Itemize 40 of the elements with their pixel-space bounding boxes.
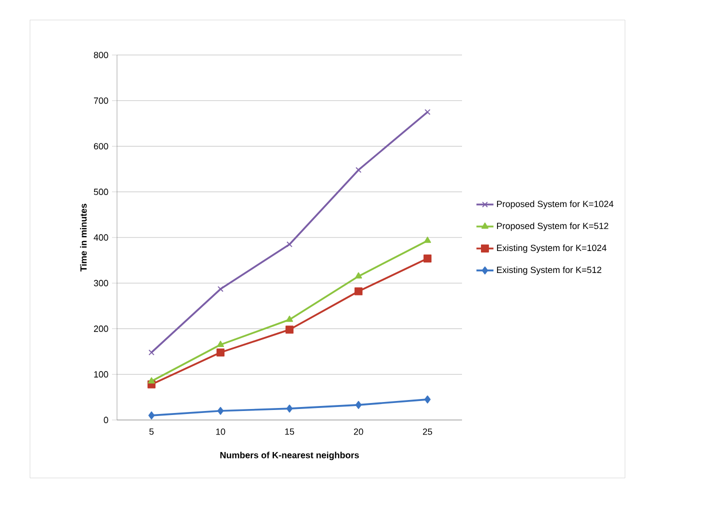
x-axis-title: Numbers of K-nearest neighbors bbox=[220, 452, 359, 460]
point bbox=[216, 340, 224, 347]
x-tick-label: 25 bbox=[422, 428, 432, 435]
y-tick-label: 200 bbox=[94, 326, 108, 332]
point bbox=[354, 272, 362, 279]
legend-label: Existing System for K=1024 bbox=[497, 244, 606, 253]
y-axis-title: Time in minutes bbox=[80, 204, 87, 272]
point bbox=[424, 254, 432, 262]
point bbox=[286, 316, 294, 322]
point bbox=[354, 287, 362, 296]
legend-label: Proposed System for K=1024 bbox=[497, 200, 614, 209]
legend-label: Proposed System for K=512 bbox=[497, 222, 608, 231]
point bbox=[217, 406, 224, 415]
legend-label: Existing System for K=512 bbox=[497, 266, 602, 275]
point bbox=[216, 348, 224, 356]
point bbox=[355, 400, 362, 409]
y-tick-label: 0 bbox=[104, 416, 108, 424]
line-series bbox=[148, 109, 430, 356]
point bbox=[286, 326, 294, 334]
point bbox=[148, 377, 156, 384]
y-tick-label: 300 bbox=[94, 280, 108, 286]
x-tick-label: 20 bbox=[354, 428, 364, 435]
point bbox=[218, 286, 224, 292]
x-tick-label: 10 bbox=[216, 428, 226, 435]
y-tick-label: 400 bbox=[94, 234, 108, 241]
y-tick-label: 700 bbox=[94, 97, 108, 104]
point bbox=[424, 236, 432, 243]
point bbox=[148, 349, 154, 356]
point bbox=[286, 404, 293, 413]
point bbox=[148, 411, 155, 420]
point bbox=[286, 241, 292, 248]
y-tick-label: 100 bbox=[94, 371, 108, 378]
x-tick-label: 5 bbox=[149, 428, 154, 435]
x-tick-label: 15 bbox=[285, 428, 294, 435]
y-tick-label: 500 bbox=[94, 188, 108, 196]
point bbox=[424, 395, 431, 404]
y-tick-label: 800 bbox=[94, 52, 108, 58]
point bbox=[424, 109, 430, 115]
y-tick-label: 600 bbox=[94, 143, 108, 150]
point bbox=[356, 167, 362, 173]
